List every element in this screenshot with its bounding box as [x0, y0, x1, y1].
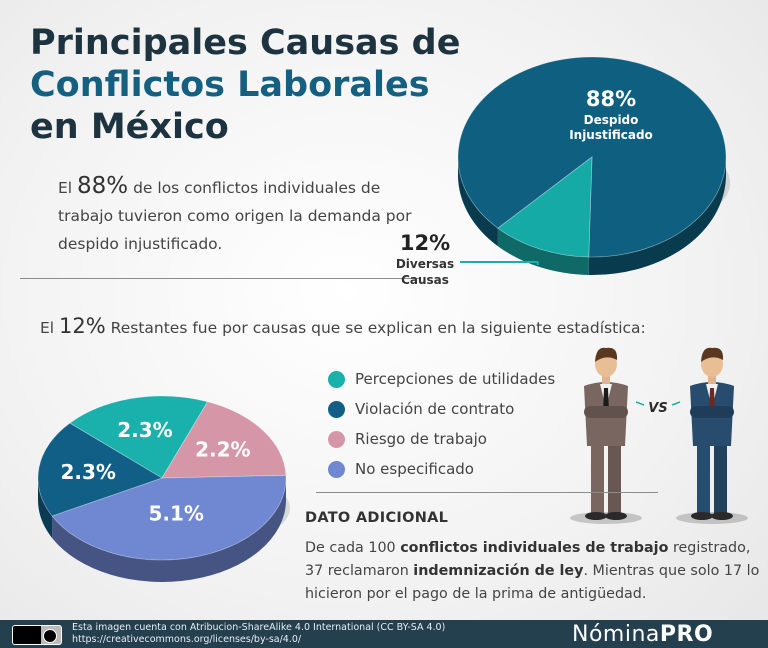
pie2-slice-2 [51, 474, 287, 561]
divider [316, 492, 658, 493]
pie1-label-name-1-line2: Causas [401, 273, 449, 287]
remaining-text: Restantes fue por causas que se explican… [105, 319, 646, 337]
pie2-side-2 [52, 478, 286, 582]
businessmen-illustration: VS [570, 347, 748, 524]
title-line-2: Conflictos Laborales [30, 65, 430, 105]
legend-item: Percepciones de utilidades [328, 364, 555, 394]
title-line-3: en México [30, 107, 229, 147]
pie1-side-0 [588, 157, 726, 275]
pie1-slice-1 [497, 156, 593, 258]
dato-t2: registrado, 37 reclamaron [305, 540, 751, 579]
remaining-prefix: El [40, 319, 60, 337]
remaining-highlight: 12% [59, 314, 106, 338]
intro-text: de los conflictos individuales de trabaj… [58, 179, 412, 253]
legend-swatch [328, 430, 345, 448]
footer-bar [0, 620, 768, 648]
legend-item: No especificado [328, 454, 555, 484]
legend-swatch [328, 370, 345, 388]
license-text: Esta imagen cuenta con Atribucion-ShareA… [72, 622, 445, 646]
license-link[interactable]: https://creativecommons.org/licenses/by-… [72, 634, 302, 645]
intro-paragraph: El 88% de los conflictos individuales de… [58, 172, 418, 258]
pie2-slice-0 [69, 395, 209, 479]
breakdown-pie-chart: 2.3% 2.2% 5.1% 2.3% [37, 395, 290, 582]
legend-label: Riesgo de trabajo [355, 430, 487, 448]
license-line-1: Esta imagen cuenta con Atribucion-ShareA… [72, 622, 446, 633]
brand-name: Nómina [572, 622, 660, 647]
breakdown-legend: Percepciones de utilidades Violación de c… [328, 364, 555, 484]
pie1-side-1 [497, 228, 589, 275]
pie2-label-1: 2.2% [195, 438, 250, 462]
pie2-label-0: 2.3% [117, 418, 172, 442]
pie2-slice-3 [37, 422, 163, 517]
dato-b2: indemnización de ley [413, 563, 584, 579]
businessman-right-icon [676, 347, 748, 524]
pie1-slice-0 [457, 56, 727, 258]
legend-label: Violación de contrato [355, 400, 515, 418]
legend-swatch [328, 400, 345, 418]
legend-item: Riesgo de trabajo [328, 424, 555, 454]
dato-t3: . Mientras que solo 17 lo hicieron por e… [305, 563, 760, 602]
dato-b1: conflictos individuales de trabajo [400, 540, 669, 556]
businessman-left-icon [570, 347, 642, 524]
page-title: Principales Causas de Conflictos Laboral… [30, 22, 460, 148]
intro-highlight: 88% [77, 173, 129, 199]
pie1-label-value-0: 88% [586, 87, 636, 111]
legend-swatch [328, 460, 345, 478]
dato-text: De cada 100 conflictos individuales de t… [305, 537, 760, 606]
pie1-label-name-0-line2: Injustificado [569, 128, 653, 142]
pie1-callout-line [460, 261, 539, 266]
cc-by-sa-icon[interactable] [12, 625, 62, 645]
dato-t1: De cada 100 [305, 540, 401, 556]
divider [20, 278, 420, 279]
intro-prefix: El [58, 179, 78, 197]
pie1-callout: 12% Diversas Causas [396, 231, 539, 287]
pie1-label-value-1: 12% [400, 231, 450, 255]
legend-item: Violación de contrato [328, 394, 555, 424]
brand-logo: NóminaPRO [572, 622, 713, 647]
pie2-slice-1 [161, 401, 287, 479]
brand-suffix: PRO [659, 622, 714, 647]
pie1-label-name-0-line1: Despido [584, 113, 639, 127]
dato-title: DATO ADICIONAL [305, 510, 449, 526]
legend-label: No especificado [355, 460, 474, 478]
pie1-label-name-1-line1: Diversas [396, 257, 454, 271]
title-line-1: Principales Causas de [30, 23, 461, 63]
pie1-side-0 [458, 157, 498, 247]
pie2-side-3 [38, 478, 53, 538]
remaining-sentence: El 12% Restantes fue por causas que se e… [40, 314, 646, 338]
pie2-label-3: 2.3% [60, 460, 115, 484]
vs-label: VS [648, 401, 667, 416]
legend-label: Percepciones de utilidades [355, 370, 556, 388]
pie2-label-2: 5.1% [148, 502, 203, 526]
